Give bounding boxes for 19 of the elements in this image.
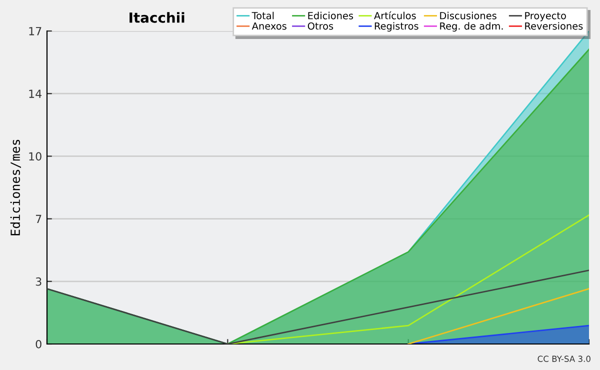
y-tick-label: 10 — [29, 152, 42, 161]
text: CC BY-SA 3.0 — [538, 356, 590, 362]
legend-label: Reg. de adm. — [440, 22, 503, 32]
y-tick-label: 14 — [29, 90, 42, 98]
legend-label: Ediciones — [308, 12, 354, 20]
legend-label: Otros — [308, 22, 334, 30]
legend-label: Discusiones — [440, 12, 496, 20]
legend-label: Artículos — [374, 11, 416, 20]
y-tick-label: 17 — [29, 27, 42, 36]
legend-label: Registros — [374, 22, 418, 32]
legend-label: Proyecto — [525, 12, 566, 22]
y-tick-label: 3 — [36, 277, 42, 286]
y-tick-label: 7 — [36, 214, 42, 224]
chart-title: Itacchii — [130, 12, 184, 23]
legend-label: Anexos — [252, 22, 286, 30]
y-axis-title: Ediciones/mes — [10, 140, 22, 236]
legend-label: Reversiones — [525, 22, 583, 30]
legend-label: Total — [252, 12, 274, 20]
y-tick-label: 0 — [36, 340, 42, 348]
